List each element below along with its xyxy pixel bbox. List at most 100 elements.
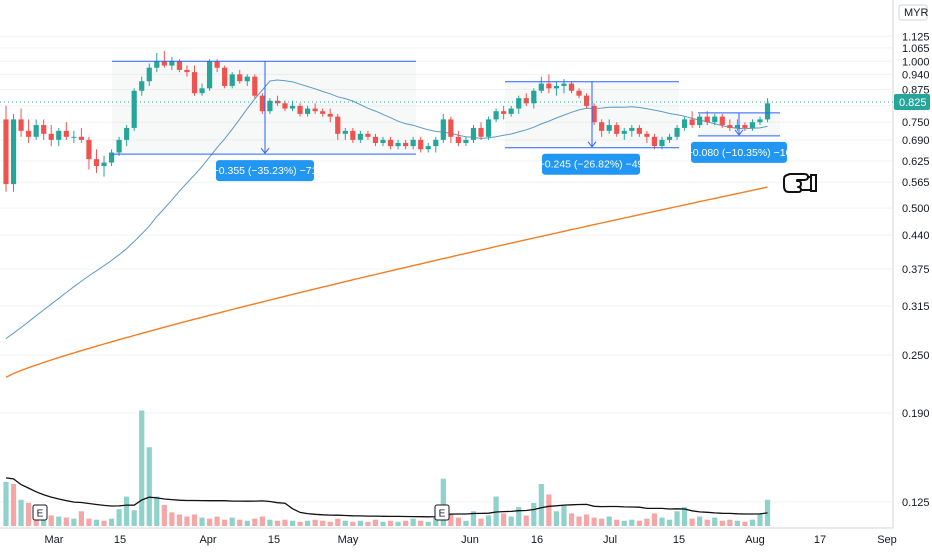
volume-bar (86, 518, 92, 526)
candle-body (606, 125, 612, 131)
volume-bar (485, 515, 492, 526)
volume-bar (674, 511, 680, 526)
candle-body (18, 119, 24, 131)
volume-bar (93, 519, 100, 526)
volume-bar (131, 510, 137, 526)
volume-bar (365, 521, 371, 526)
volume-bar (124, 496, 130, 526)
volume-bar (289, 520, 296, 526)
candle-body (749, 122, 756, 128)
candle-body (267, 100, 273, 112)
volume-bar (516, 507, 522, 526)
x-tick-label: 15 (268, 534, 280, 546)
candle-body (455, 136, 461, 143)
candle-body (33, 125, 39, 137)
candle-body (463, 139, 469, 143)
volume-bar (18, 499, 24, 526)
volume-bar (357, 520, 363, 526)
volume-bar (727, 519, 733, 526)
volume-bar (629, 519, 635, 526)
volume-bar (704, 519, 710, 526)
volume-bar (659, 517, 665, 526)
candle-body (78, 136, 84, 140)
y-tick-label: 0.690 (902, 135, 930, 147)
earnings-event-marker[interactable] (434, 504, 450, 521)
candle-body (644, 133, 650, 137)
candle-body (764, 103, 771, 120)
volume-bar (320, 520, 326, 526)
candle-body (222, 67, 228, 86)
candle-body (282, 103, 288, 109)
candle-body (561, 83, 567, 86)
volume-bar (531, 502, 537, 526)
candle-body (440, 119, 446, 140)
y-tick-label: 1.000 (902, 56, 930, 68)
volume-bar (448, 513, 454, 526)
candle-body (704, 116, 710, 123)
hand-cuff (810, 174, 817, 192)
volume-bar (689, 518, 695, 526)
candle-body (712, 116, 718, 123)
candle-body (259, 95, 265, 112)
candle-body (734, 125, 740, 128)
measure-label-box (216, 160, 314, 182)
candle-body (357, 133, 363, 140)
candle-body (320, 111, 326, 114)
volume-bar (418, 520, 424, 526)
candle-body (553, 85, 560, 89)
volume-bar (184, 516, 190, 526)
volume-bar (644, 518, 650, 526)
earnings-event-marker[interactable] (32, 504, 48, 521)
volume-bar (154, 496, 160, 526)
candle-body (161, 61, 167, 66)
x-tick-label: Aug (745, 534, 765, 546)
candle-body (387, 139, 394, 147)
candle-body (10, 119, 17, 185)
x-tick-label: Jul (603, 534, 617, 546)
volume-bar (757, 513, 763, 526)
candle-body (501, 111, 507, 114)
y-tick-label: 0.125 (902, 497, 930, 509)
candle-body (418, 139, 424, 150)
y-tick-label: 0.375 (902, 264, 930, 276)
volume-bar (463, 520, 469, 526)
volume-bar (305, 520, 311, 526)
volume-bar (606, 516, 612, 526)
candle-body (86, 139, 92, 160)
ma-slow-line (5, 186, 768, 378)
candle-body (48, 133, 54, 140)
y-tick-label: 0.940 (902, 69, 930, 81)
volume-bar (327, 521, 333, 526)
measure-arrow-head (260, 147, 270, 154)
volume-bar (350, 521, 356, 526)
x-tick-label: 15 (114, 534, 126, 546)
candle-body (116, 139, 122, 153)
y-tick-label: 0.875 (902, 85, 930, 97)
candle-body (403, 142, 409, 147)
volume-bar (380, 521, 386, 526)
measure-label-box (542, 153, 640, 175)
volume-bar (282, 519, 288, 526)
candle-body (139, 81, 145, 91)
volume-bar (470, 511, 477, 526)
volume-bar (116, 509, 122, 526)
candle-body (448, 119, 454, 137)
candles (3, 50, 771, 192)
y-tick-label: 0.190 (902, 408, 930, 420)
volume-bar (553, 511, 560, 526)
x-tick-label: Jun (461, 534, 479, 546)
candle-body (757, 119, 763, 123)
candle-body (591, 105, 597, 123)
volume-bar (682, 507, 688, 526)
volume-bar (410, 518, 416, 526)
candle-body (305, 108, 311, 114)
candle-body (636, 127, 642, 134)
volume-bar (561, 505, 567, 526)
volume-bar (244, 520, 250, 526)
volume-bar (71, 518, 77, 526)
earnings-event-label: E (37, 509, 44, 520)
volume-bar (312, 519, 318, 526)
pointing-hand-icon (783, 173, 817, 193)
candle-body (531, 90, 537, 104)
volume-bars (3, 410, 771, 526)
